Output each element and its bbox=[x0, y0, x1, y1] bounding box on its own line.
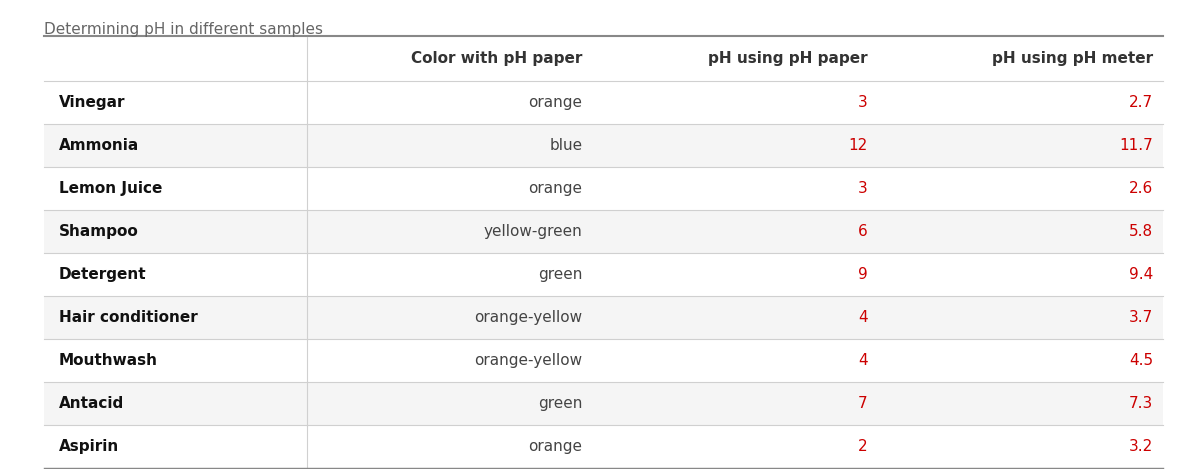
Bar bbox=[44, 124, 1163, 167]
Text: 9: 9 bbox=[858, 267, 868, 282]
Bar bbox=[44, 382, 1163, 425]
Text: 9.4: 9.4 bbox=[1129, 267, 1153, 282]
Text: 7: 7 bbox=[858, 396, 868, 411]
Bar bbox=[44, 37, 1163, 81]
Text: Hair conditioner: Hair conditioner bbox=[59, 310, 198, 325]
Text: 11.7: 11.7 bbox=[1120, 138, 1153, 153]
Bar bbox=[44, 253, 1163, 296]
Text: pH using pH paper: pH using pH paper bbox=[708, 52, 868, 67]
Text: 12: 12 bbox=[848, 138, 868, 153]
Text: orange: orange bbox=[528, 95, 582, 110]
Text: Shampoo: Shampoo bbox=[59, 224, 139, 239]
Text: 6: 6 bbox=[858, 224, 868, 239]
Text: orange-yellow: orange-yellow bbox=[474, 310, 582, 325]
Bar bbox=[44, 81, 1163, 124]
Bar bbox=[44, 210, 1163, 253]
Text: orange: orange bbox=[528, 439, 582, 454]
Text: Color with pH paper: Color with pH paper bbox=[410, 52, 582, 67]
Text: 4: 4 bbox=[858, 353, 868, 368]
Text: Lemon Juice: Lemon Juice bbox=[59, 181, 162, 196]
Bar bbox=[44, 167, 1163, 210]
Text: 3.2: 3.2 bbox=[1129, 439, 1153, 454]
Bar bbox=[44, 425, 1163, 468]
Bar bbox=[44, 339, 1163, 382]
Bar bbox=[44, 296, 1163, 339]
Text: Detergent: Detergent bbox=[59, 267, 146, 282]
Text: 2: 2 bbox=[858, 439, 868, 454]
Text: 4.5: 4.5 bbox=[1129, 353, 1153, 368]
Text: orange: orange bbox=[528, 181, 582, 196]
Text: 7.3: 7.3 bbox=[1129, 396, 1153, 411]
Text: Mouthwash: Mouthwash bbox=[59, 353, 158, 368]
Text: 5.8: 5.8 bbox=[1129, 224, 1153, 239]
Text: Aspirin: Aspirin bbox=[59, 439, 119, 454]
Text: blue: blue bbox=[550, 138, 582, 153]
Text: Vinegar: Vinegar bbox=[59, 95, 126, 110]
Text: Ammonia: Ammonia bbox=[59, 138, 139, 153]
Text: green: green bbox=[538, 267, 582, 282]
Text: 2.7: 2.7 bbox=[1129, 95, 1153, 110]
Text: yellow-green: yellow-green bbox=[484, 224, 582, 239]
Text: 3.7: 3.7 bbox=[1129, 310, 1153, 325]
Text: Antacid: Antacid bbox=[59, 396, 125, 411]
Text: pH using pH meter: pH using pH meter bbox=[992, 52, 1153, 67]
Text: 4: 4 bbox=[858, 310, 868, 325]
Text: 2.6: 2.6 bbox=[1129, 181, 1153, 196]
Text: Determining pH in different samples: Determining pH in different samples bbox=[44, 22, 323, 37]
Text: orange-yellow: orange-yellow bbox=[474, 353, 582, 368]
Text: green: green bbox=[538, 396, 582, 411]
Text: 3: 3 bbox=[858, 181, 868, 196]
Text: 3: 3 bbox=[858, 95, 868, 110]
